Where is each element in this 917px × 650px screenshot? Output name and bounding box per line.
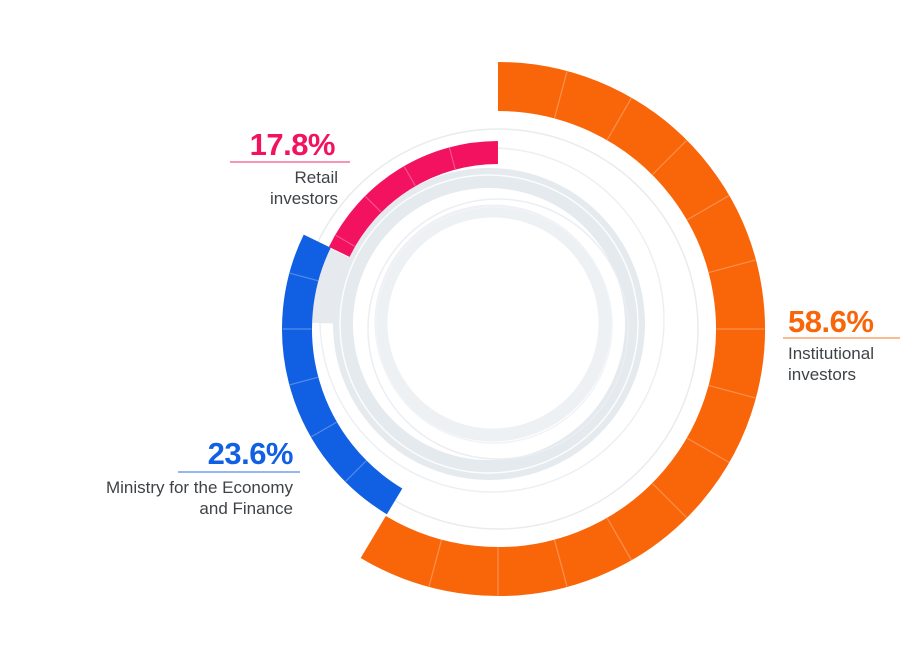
arc-retail-investors <box>328 141 499 258</box>
arc-ministry-for-the-economy-and-finance <box>282 234 403 515</box>
retail-investors-label: Retail investors <box>270 167 338 209</box>
track-stub-gray <box>310 247 350 324</box>
ministry-label-line1: Ministry for the Economy <box>105 478 293 497</box>
segment-divider <box>708 259 756 274</box>
segment-divider <box>428 539 443 587</box>
segment-divider <box>708 384 756 399</box>
segment-divider <box>652 483 687 518</box>
ministry-label-line2: and Finance <box>199 499 293 518</box>
segment-divider <box>553 71 568 119</box>
institutional-label-line2: investors <box>788 365 857 384</box>
segment-divider <box>364 195 382 213</box>
decor-thin-ring-inner <box>367 198 629 460</box>
institutional-underline <box>783 337 900 339</box>
segment-divider <box>553 539 568 587</box>
arc-institutional-investors <box>360 62 765 596</box>
segment-divider <box>289 376 319 386</box>
decor-thin-ring-innermost <box>375 206 613 444</box>
retail-investors-label-line1: Retail <box>294 168 338 187</box>
segment-divider <box>686 437 730 463</box>
ministry-label: Ministry for the Economy and Finance <box>106 477 293 519</box>
ministry-underline <box>178 471 300 473</box>
decor-soft-ring-inner <box>374 204 612 442</box>
segment-divider <box>686 195 730 221</box>
segment-divider <box>345 460 367 482</box>
decor-soft-ring-highlight <box>339 174 639 474</box>
institutional-label: Institutional investors <box>788 343 874 385</box>
segment-divider <box>652 140 687 175</box>
retail-investors-label-line2: investors <box>269 189 338 208</box>
segment-divider <box>606 517 632 561</box>
segment-divider <box>289 272 319 282</box>
ministry-value: 23.6% <box>207 436 294 471</box>
segment-divider <box>311 421 337 438</box>
retail-investors-underline <box>230 161 350 163</box>
segment-divider <box>335 234 355 247</box>
segment-divider <box>606 97 632 141</box>
segment-divider <box>448 147 456 170</box>
institutional-value: 58.6% <box>788 304 874 339</box>
segment-divider <box>403 166 416 186</box>
institutional-label-line1: Institutional <box>788 344 874 363</box>
retail-investors-value: 17.8% <box>249 127 336 162</box>
decor-soft-ring <box>333 168 645 480</box>
